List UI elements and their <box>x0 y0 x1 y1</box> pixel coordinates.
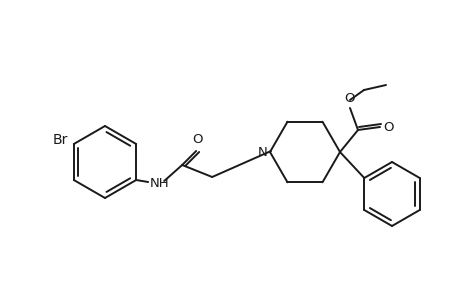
Text: O: O <box>191 133 202 146</box>
Text: N: N <box>257 146 268 158</box>
Text: O: O <box>344 92 354 105</box>
Text: NH: NH <box>150 176 169 190</box>
Text: O: O <box>382 121 392 134</box>
Text: Br: Br <box>52 133 67 147</box>
